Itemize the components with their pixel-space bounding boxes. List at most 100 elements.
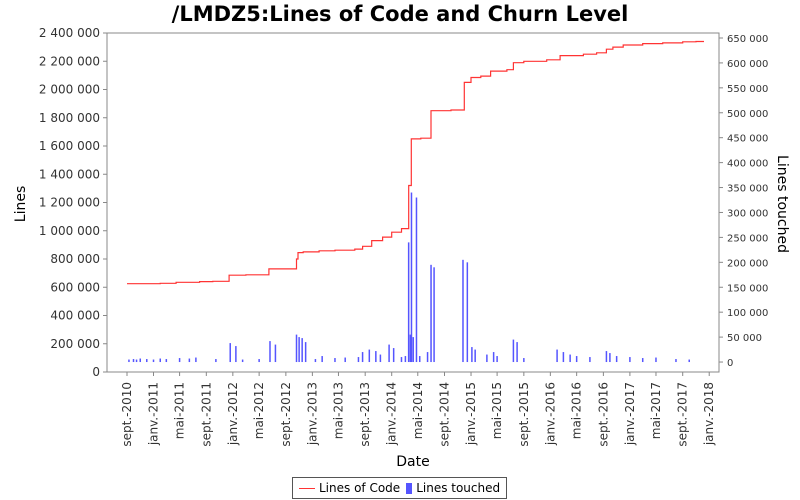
lines-touched-bar bbox=[474, 349, 476, 363]
y2-tick-label: 50 000 bbox=[727, 333, 762, 344]
lines-touched-bar bbox=[400, 357, 403, 363]
x-axis-ticks: sept.-2010 janv.-2011 mai-2011 sept.-2011 ja… bbox=[120, 372, 716, 447]
y-tick-label: 1 600 000 bbox=[39, 139, 100, 153]
lines-touched-bar bbox=[433, 267, 435, 363]
lines-touched-bar bbox=[274, 344, 277, 363]
lines-touched-bar bbox=[609, 353, 611, 363]
lines-touched-bar bbox=[304, 342, 307, 363]
y2-tick-label: 200 000 bbox=[727, 258, 768, 269]
y-tick-label: 1 800 000 bbox=[39, 111, 100, 125]
lines-touched-bar bbox=[229, 343, 231, 363]
x-tick-label: janv.-2012 bbox=[226, 382, 240, 446]
legend-label-lines-touched: Lines touched bbox=[416, 481, 501, 495]
x-tick-label: sept.-2016 bbox=[596, 382, 610, 447]
lines-touched-bar bbox=[426, 352, 429, 363]
lines-touched-bar bbox=[159, 358, 161, 363]
y-axis-label: Lines bbox=[13, 186, 29, 222]
y2-tick-label: 250 000 bbox=[727, 233, 768, 244]
lines-touched-bar bbox=[569, 354, 571, 363]
x-tick-label: sept.-2010 bbox=[120, 382, 134, 447]
lines-touched-bar bbox=[404, 356, 407, 363]
legend-item-lines-touched: Lines touched bbox=[406, 481, 500, 495]
y2-axis-label: Lines touched bbox=[774, 155, 790, 253]
y2-tick-label: 400 000 bbox=[727, 159, 768, 170]
lines-touched-bar bbox=[412, 337, 414, 363]
y2-tick-label: 550 000 bbox=[727, 84, 768, 95]
lines-touched-bar bbox=[135, 359, 138, 363]
x-tick-label: sept.-2011 bbox=[199, 382, 213, 447]
lines-touched-bar bbox=[132, 359, 135, 363]
lines-touched-bar bbox=[496, 356, 498, 363]
y2-tick-label: 650 000 bbox=[727, 34, 768, 45]
x-tick-label: sept.-2015 bbox=[517, 382, 531, 447]
lines-touched-bar bbox=[462, 259, 464, 363]
lines-touched-bar bbox=[466, 262, 469, 363]
x-tick-label: mai-2013 bbox=[331, 382, 345, 439]
lines-touched-bar bbox=[128, 359, 130, 363]
lines-touched-bar bbox=[655, 357, 657, 363]
lines-touched-bar bbox=[368, 349, 371, 363]
lines-touched-bar bbox=[629, 357, 631, 363]
lines-touched-bar bbox=[357, 357, 360, 363]
y2-tick-label: 600 000 bbox=[727, 59, 768, 70]
lines-touched-bar bbox=[688, 359, 690, 363]
lines-touched-bar bbox=[556, 349, 558, 363]
lines-touched-bar bbox=[409, 334, 412, 363]
lines-touched-bar bbox=[492, 352, 495, 363]
y2-tick-label: 100 000 bbox=[727, 308, 768, 319]
y-axis-ticks: 0 200 000 400 000 600 000 800 000 1 000 000 1 … bbox=[39, 26, 107, 379]
lines-touched-bar bbox=[195, 357, 197, 363]
y-tick-label: 0 bbox=[92, 365, 100, 379]
lines-touched-bar bbox=[178, 358, 181, 363]
lines-touched-bar bbox=[589, 357, 591, 363]
lines-touched-bar bbox=[361, 352, 364, 363]
lines-touched-bar bbox=[407, 242, 410, 363]
x-tick-label: mai-2014 bbox=[411, 382, 425, 439]
legend-label-lines-of-code: Lines of Code bbox=[319, 481, 401, 495]
lines-touched-bar bbox=[486, 354, 488, 363]
y2-tick-label: 450 000 bbox=[727, 134, 768, 145]
x-tick-label: sept.-2012 bbox=[279, 382, 293, 447]
lines-touched-bar bbox=[415, 197, 418, 363]
lines-touched-bar bbox=[269, 341, 271, 363]
y-tick-label: 200 000 bbox=[50, 337, 100, 351]
lines-touched-bar bbox=[314, 359, 317, 363]
lines-touched-bars bbox=[128, 192, 690, 363]
lines-touched-bar bbox=[410, 192, 413, 363]
x-tick-label: sept.-2013 bbox=[358, 382, 372, 447]
lines-touched-bar bbox=[615, 356, 618, 363]
lines-touched-bar bbox=[641, 358, 644, 363]
y-tick-label: 400 000 bbox=[50, 309, 100, 323]
y2-tick-label: 150 000 bbox=[727, 283, 768, 294]
lines-touched-bar bbox=[258, 359, 260, 363]
lines-touched-bar bbox=[523, 358, 525, 363]
chart-title: /LMDZ5:Lines of Code and Churn Level bbox=[172, 2, 629, 26]
y2-axis-ticks: 0 50 000 100 000 150 000 200 000 250 000 300 0… bbox=[719, 34, 768, 369]
lines-touched-bar bbox=[152, 359, 155, 363]
lines-touched-bar bbox=[344, 357, 346, 363]
x-tick-label: mai-2017 bbox=[649, 382, 663, 439]
lines-touched-bar bbox=[516, 342, 518, 363]
x-tick-label: mai-2016 bbox=[570, 382, 584, 439]
y-tick-label: 800 000 bbox=[50, 252, 100, 266]
y-tick-label: 2 000 000 bbox=[39, 83, 100, 97]
x-tick-label: mai-2015 bbox=[490, 382, 504, 439]
lines-touched-bar bbox=[392, 348, 395, 363]
x-tick-label: janv.-2016 bbox=[543, 382, 557, 446]
lines-touched-bar bbox=[388, 344, 390, 363]
lines-touched-bar bbox=[295, 334, 298, 363]
lines-touched-bar bbox=[146, 359, 148, 363]
x-tick-label: janv.-2018 bbox=[702, 382, 716, 446]
legend-item-lines-of-code: Lines of Code bbox=[299, 481, 400, 495]
x-tick-label: janv.-2013 bbox=[305, 382, 319, 446]
lines-touched-bar bbox=[379, 354, 382, 363]
lines-touched-bar bbox=[418, 356, 421, 363]
x-axis-label: Date bbox=[396, 454, 429, 470]
x-tick-label: janv.-2014 bbox=[385, 382, 399, 446]
x-tick-label: janv.-2017 bbox=[623, 382, 637, 446]
y-tick-label: 2 200 000 bbox=[39, 54, 100, 68]
lines-touched-bar bbox=[575, 356, 578, 363]
lines-touched-bar bbox=[562, 352, 565, 363]
lines-touched-bar bbox=[430, 264, 432, 363]
y2-tick-label: 500 000 bbox=[727, 109, 768, 120]
